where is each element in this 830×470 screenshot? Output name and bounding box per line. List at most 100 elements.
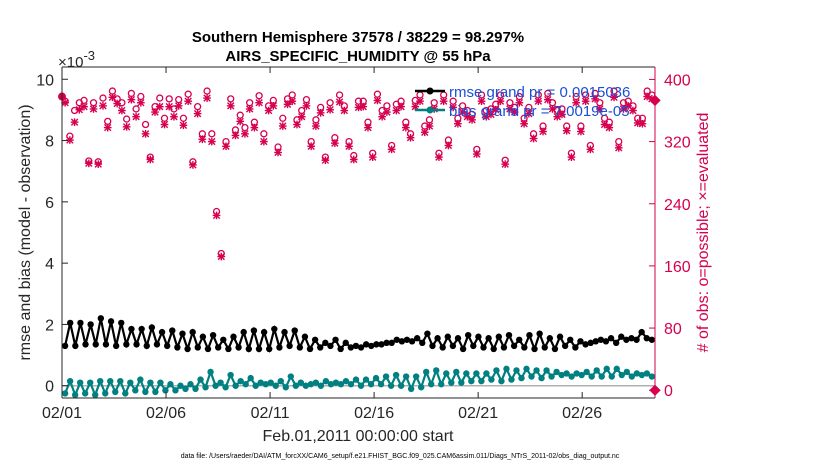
evaluated-marker [250,123,259,132]
bias-marker [81,390,89,397]
evaluated-marker [269,102,278,110]
rmse-marker [255,345,263,353]
rmse-marker [373,341,380,348]
rmse-marker [556,333,564,340]
bias-marker [177,382,184,389]
rmse-marker [368,342,375,350]
evaluated-marker [170,112,178,121]
rmse-marker [311,336,319,343]
evaluated-marker [203,94,211,102]
rmse-marker [490,345,497,353]
bias-marker [518,374,525,382]
evaluated-marker [496,97,505,106]
legend-entry[interactable]: bias grand pr = 7.0019e-05 [415,103,630,120]
bias-marker [438,381,445,388]
evaluated-marker [278,122,287,130]
rmse-marker [577,338,584,345]
possible-marker [326,99,334,107]
bias-marker [327,381,335,388]
evaluated-marker [387,145,396,154]
rmse-marker [424,330,431,337]
possible-marker [193,102,202,111]
evaluated-marker [449,103,457,112]
rmse-marker [220,336,227,343]
evaluated-marker [529,134,538,143]
evaluated-marker [146,155,155,164]
rmse-marker [163,342,171,350]
evaluated-marker [155,102,164,111]
bias-marker [61,390,69,397]
bias-marker [623,368,631,376]
evaluated-marker [591,95,599,103]
rmse-marker [123,341,130,348]
bias-marker [417,384,425,391]
bias-marker [237,377,244,385]
rmse-marker [357,344,365,351]
rmse-marker [536,330,543,337]
bias-marker [553,368,560,376]
rmse-marker [266,345,273,353]
bias-marker [488,376,495,383]
evaluated-marker [439,97,448,106]
rmse-marker [250,327,258,334]
axes [61,66,656,399]
rmse-marker [526,331,533,339]
evaluated-marker [600,120,609,129]
evaluated-marker [222,142,230,151]
rmse-marker [587,339,594,347]
bias-marker [588,373,595,380]
possible-marker [279,114,287,122]
y-left-tick-label: 0 [45,379,54,396]
rmse-marker [439,344,446,351]
evaluated-marker [217,252,226,261]
rmse-marker [97,315,105,322]
rmse-marker [174,344,181,351]
rmse-marker [480,344,487,351]
bias-marker [382,373,390,380]
possible-marker [335,91,344,99]
bias-marker [107,377,114,385]
bias-marker [307,381,315,388]
plot-area [62,67,655,398]
evaluated-marker [165,102,174,111]
bias-marker [132,387,139,394]
y-left-tick-label: 2 [45,317,54,334]
bias-line [64,366,653,398]
bias-marker [357,382,365,389]
evaluated-marker [113,99,122,108]
x-tick-label: 02/21 [458,405,498,422]
evaluated-marker [255,98,263,107]
rmse-marker [61,342,69,350]
rmse-marker [118,319,125,327]
legend-entry[interactable]: rmse grand pr = 0.0015036 [415,84,630,101]
rmse-marker [342,339,349,347]
rmse-marker [475,333,482,340]
evaluated-marker [118,106,126,115]
bias-marker [503,365,510,373]
rmse-marker [607,335,615,342]
evaluated-marker [70,118,79,127]
rmse-marker [322,339,329,347]
rmse-marker [546,335,554,342]
rmse-marker [332,336,339,343]
possible-marker [203,87,211,95]
bias-marker [392,371,400,379]
rmse-marker [112,342,120,350]
rmse-marker [393,336,400,343]
x-tick-label: 02/16 [354,405,394,422]
evaluated-marker [345,142,353,151]
rmse-marker [327,342,334,350]
evaluated-marker [297,112,306,121]
x-axis-label: Feb.01,2011 00:00:00 start [263,428,455,445]
bias-marker [102,390,109,397]
legend[interactable]: rmse grand pr = 0.0015036 bias grand pr =… [415,84,630,120]
bias-marker [493,367,500,374]
evaluated-marker [491,105,500,114]
evaluated-marker [241,129,249,138]
rmse-marker [138,325,145,333]
rmse-marker [592,338,599,345]
evaluated-marker [397,102,405,111]
evaluated-marker [364,123,372,132]
evaluated-marker [127,95,136,104]
rmse-marker [464,331,472,339]
